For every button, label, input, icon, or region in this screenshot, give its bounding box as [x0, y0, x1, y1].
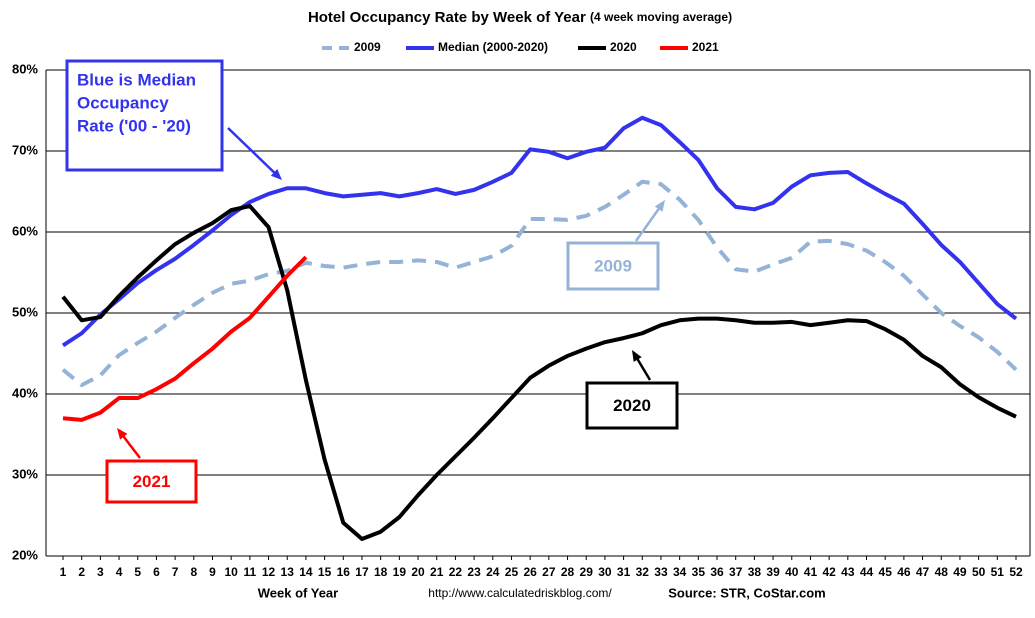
annotation-arrow: [634, 204, 663, 242]
x-tick-label: 43: [841, 565, 855, 579]
x-tick-label: 21: [430, 565, 444, 579]
x-tick-label: 22: [449, 565, 463, 579]
arrow-head: [117, 428, 128, 440]
x-tick-label: 20: [411, 565, 425, 579]
x-tick-label: 27: [542, 565, 556, 579]
x-tick-label: 51: [991, 565, 1005, 579]
x-tick-label: 15: [318, 565, 332, 579]
arrow-head: [654, 200, 665, 212]
y-tick-label: 80%: [12, 61, 38, 76]
x-tick-label: 12: [262, 565, 276, 579]
x-tick-label: 52: [1009, 565, 1023, 579]
annotation-arrow: [119, 432, 141, 459]
arrow-head: [270, 168, 282, 180]
x-tick-label: 31: [617, 565, 631, 579]
footer-url: http://www.calculatedriskblog.com/: [428, 586, 612, 600]
x-tick-label: 17: [355, 565, 369, 579]
x-tick-label: 2: [78, 565, 85, 579]
x-tick-label: 42: [822, 565, 836, 579]
x-tick-label: 30: [598, 565, 612, 579]
x-tick-label: 26: [523, 565, 537, 579]
x-tick-label: 5: [134, 565, 141, 579]
x-tick-label: 1: [60, 565, 67, 579]
x-tick-label: 25: [505, 565, 519, 579]
series-line: [61, 204, 1017, 541]
x-tick-label: 32: [636, 565, 650, 579]
x-tick-label: 40: [785, 565, 799, 579]
annotation-box: [566, 241, 660, 291]
x-tick-label: 10: [224, 565, 238, 579]
title: Hotel Occupancy Rate by Week of Year: [308, 9, 586, 26]
x-tick-label: 14: [299, 565, 313, 579]
legend-label: 2020: [610, 40, 637, 54]
annotation-text: 2021: [133, 472, 171, 491]
x-tick-label: 18: [374, 565, 388, 579]
annotation-box: [65, 59, 224, 172]
series-line: [61, 115, 1018, 348]
x-tick-label: 11: [244, 565, 257, 579]
x-tick-label: 38: [748, 565, 762, 579]
x-tick-label: 29: [580, 565, 594, 579]
footer-source: Source: STR, CoStar.com: [668, 585, 825, 600]
x-tick-label: 3: [97, 565, 104, 579]
x-tick-label: 50: [972, 565, 986, 579]
x-tick-label: 39: [766, 565, 780, 579]
x-tick-label: 36: [710, 565, 724, 579]
x-tick-label: 9: [209, 565, 216, 579]
x-tick-label: 16: [337, 565, 351, 579]
y-tick-label: 50%: [12, 304, 38, 319]
annotation-text: 2020: [613, 396, 651, 415]
series-line: [62, 255, 308, 422]
x-tick-label: 24: [486, 565, 500, 579]
x-tick-label: 35: [692, 565, 706, 579]
x-tick-label: 49: [953, 565, 967, 579]
y-tick-label: 60%: [12, 223, 38, 238]
x-tick-label: 33: [654, 565, 668, 579]
y-tick-label: 70%: [12, 142, 38, 157]
annotation-arrow: [227, 127, 279, 177]
legend-label: Median (2000-2020): [438, 40, 548, 54]
x-tick-label: 23: [467, 565, 481, 579]
legend-label: 2009: [354, 40, 381, 54]
x-tick-label: 37: [729, 565, 743, 579]
annotation-text: 2009: [594, 256, 632, 275]
x-tick-label: 4: [116, 565, 123, 579]
arrow-head: [632, 350, 642, 362]
x-tick-label: 41: [804, 565, 818, 579]
annotation-text: Occupancy: [77, 93, 169, 112]
x-tick-label: 34: [673, 565, 687, 579]
x-tick-label: 28: [561, 565, 575, 579]
annotation-box: [105, 459, 198, 504]
annotation-text: Rate ('00 - '20): [77, 116, 191, 135]
y-tick-label: 30%: [12, 466, 38, 481]
x-axis-label: Week of Year: [258, 585, 338, 600]
y-tick-label: 40%: [12, 385, 38, 400]
x-tick-label: 19: [393, 565, 407, 579]
x-tick-label: 8: [190, 565, 197, 579]
series-line: [61, 179, 1018, 388]
x-tick-label: 44: [860, 565, 874, 579]
x-tick-label: 6: [153, 565, 160, 579]
chart-title: Hotel Occupancy Rate by Week of Year (4 …: [308, 9, 732, 26]
x-tick-label: 7: [172, 565, 179, 579]
y-tick-label: 20%: [12, 547, 38, 562]
x-tick-label: 45: [879, 565, 893, 579]
annotation-text: Blue is Median: [77, 70, 196, 89]
subtitle: (4 week moving average): [590, 10, 732, 24]
legend-label: 2021: [692, 40, 719, 54]
x-tick-label: 46: [897, 565, 911, 579]
x-tick-label: 48: [935, 565, 949, 579]
x-tick-label: 47: [916, 565, 930, 579]
annotation-box: [585, 381, 679, 430]
x-tick-label: 13: [281, 565, 295, 579]
